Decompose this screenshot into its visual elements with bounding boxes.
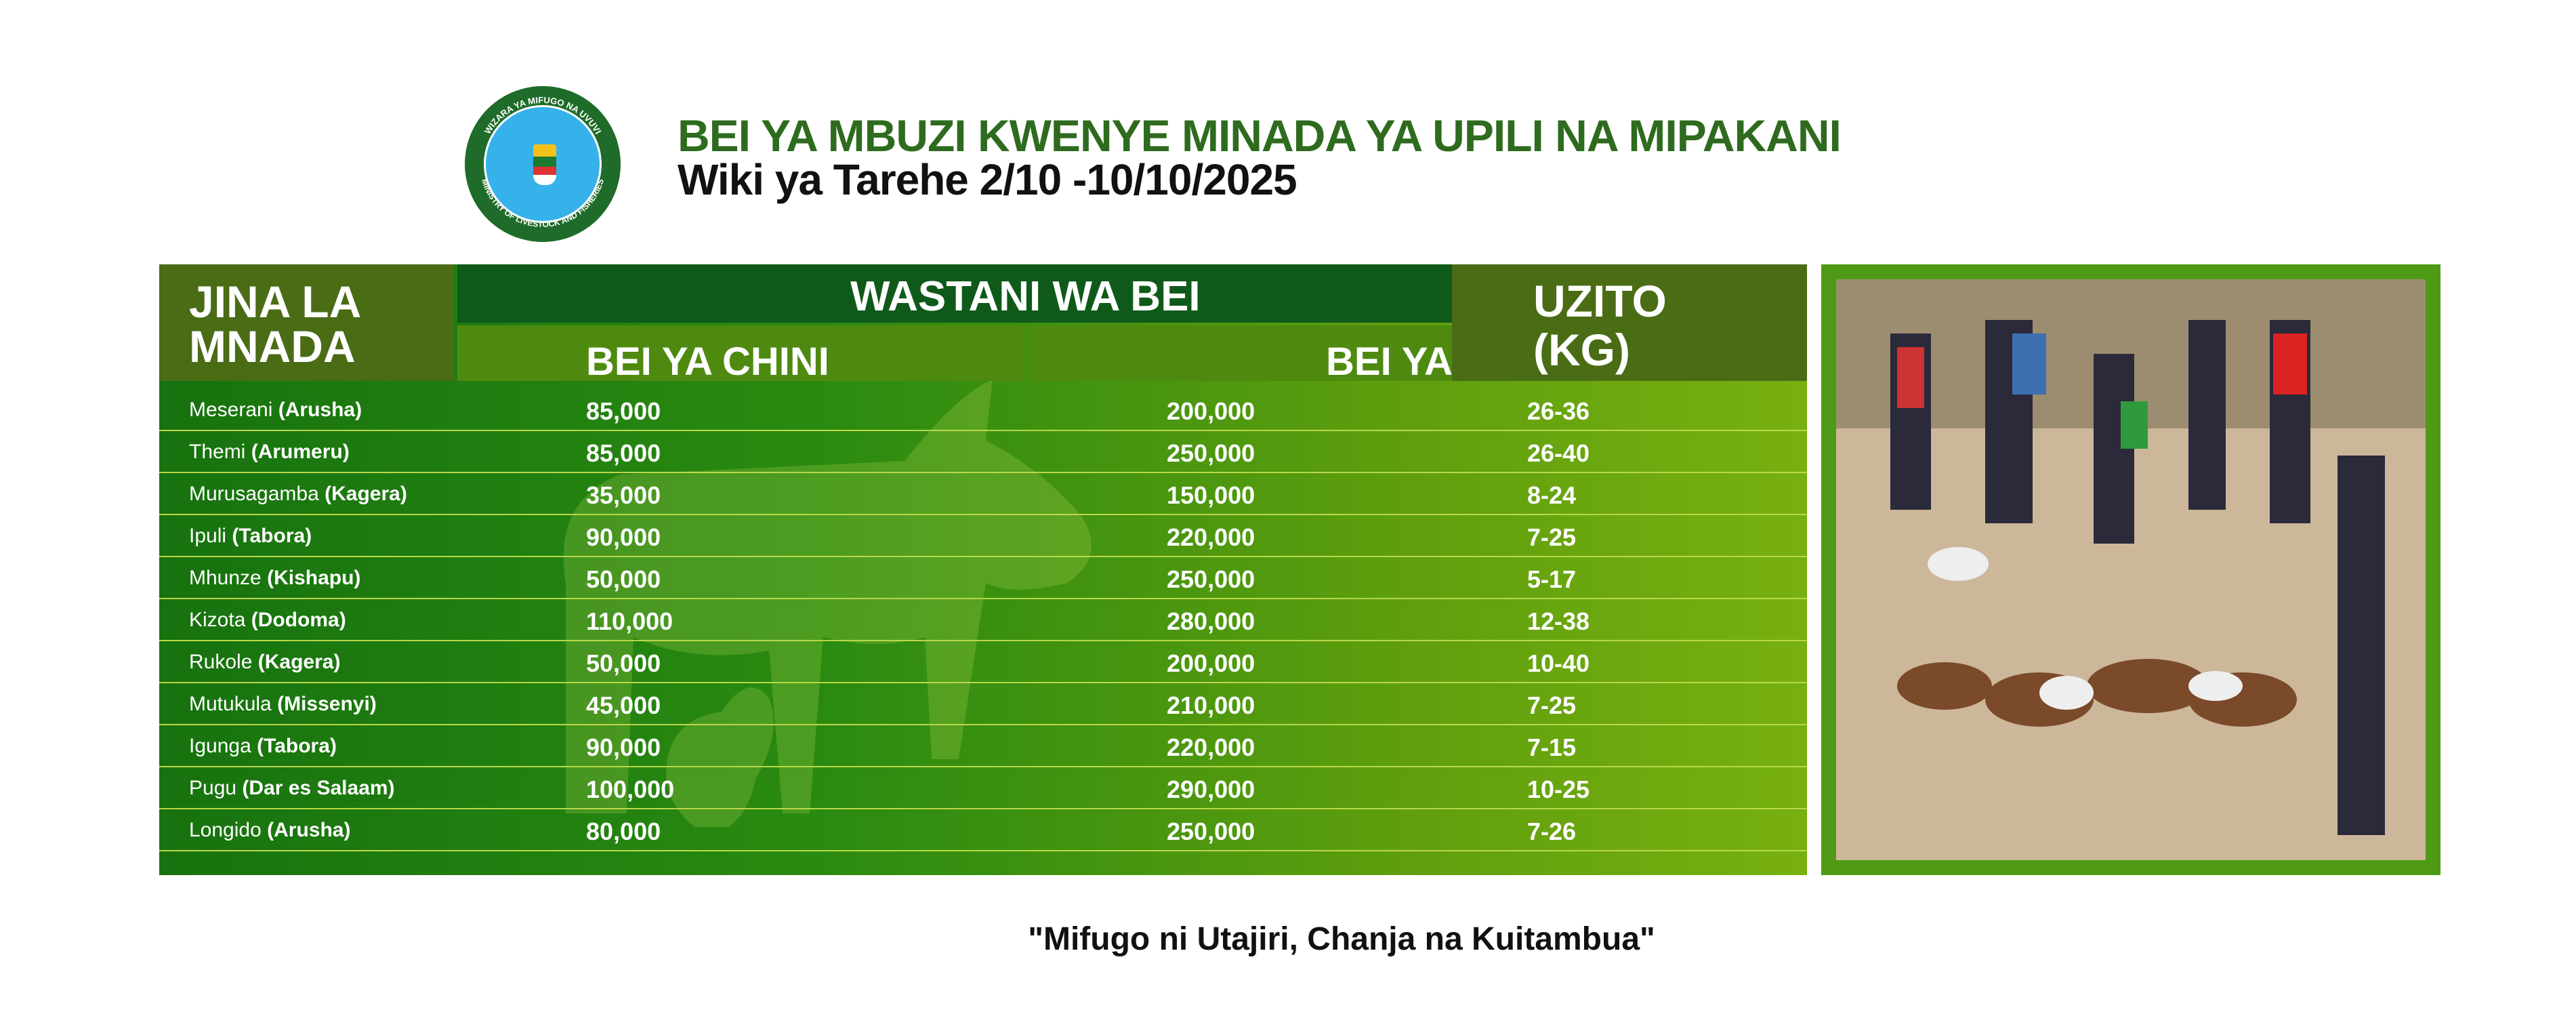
market-name: Themi (Arumeru) bbox=[189, 441, 350, 464]
table-row: Rukole (Kagera) 50,000 200,000 10-40 bbox=[159, 641, 1807, 683]
header-high-price: BEI YA JUU bbox=[1029, 325, 1541, 384]
price-table: JINA LA MNADA WASTANI WA BEI BEI YA CHINI… bbox=[159, 264, 1807, 875]
coat-of-arms-icon bbox=[533, 144, 556, 185]
page-title: BEI YA MBUZI KWENYE MINADA YA UPILI NA M… bbox=[678, 110, 1842, 161]
high-price: 150,000 bbox=[1167, 481, 1255, 509]
region: (Dodoma) bbox=[251, 609, 346, 631]
header-average-price-label: WASTANI WA BEI bbox=[850, 273, 1201, 320]
market-name: Longido (Arusha) bbox=[189, 819, 350, 842]
market-name: Igunga (Tabora) bbox=[189, 735, 337, 758]
high-price: 250,000 bbox=[1167, 439, 1255, 467]
market-name: Mutukula (Missenyi) bbox=[189, 693, 377, 716]
region: (Arusha) bbox=[278, 399, 362, 421]
goat-market-photo bbox=[1821, 264, 2440, 875]
region: (Dar es Salaam) bbox=[242, 777, 395, 799]
high-price: 250,000 bbox=[1167, 817, 1255, 845]
table-row: Mhunze (Kishapu) 50,000 250,000 5-17 bbox=[159, 557, 1807, 599]
weight-range: 7-25 bbox=[1527, 691, 1577, 719]
livestock-watermark-icon bbox=[563, 380, 1092, 827]
region: (Kishapu) bbox=[267, 567, 361, 589]
market: Murusagamba bbox=[189, 483, 319, 505]
market: Meserani bbox=[189, 399, 273, 421]
ministry-logo: WIZARA YA MIFUGO NA UVUVI MINISTRY OF LI… bbox=[465, 86, 621, 242]
logo-emblem bbox=[484, 105, 602, 223]
low-price: 90,000 bbox=[586, 733, 661, 761]
market-name: Kizota (Dodoma) bbox=[189, 609, 346, 632]
market-name: Rukole (Kagera) bbox=[189, 651, 340, 674]
region: (Kagera) bbox=[325, 483, 407, 505]
high-price: 220,000 bbox=[1167, 523, 1255, 551]
market-name: Meserani (Arusha) bbox=[189, 399, 362, 422]
table-row: Kizota (Dodoma) 110,000 280,000 12-38 bbox=[159, 599, 1807, 641]
region: (Arusha) bbox=[267, 819, 351, 841]
table-row: Igunga (Tabora) 90,000 220,000 7-15 bbox=[159, 725, 1807, 767]
market: Pugu bbox=[189, 777, 237, 799]
market: Igunga bbox=[189, 735, 251, 757]
low-price: 100,000 bbox=[586, 775, 675, 803]
table-row: Themi (Arumeru) 85,000 250,000 26-40 bbox=[159, 431, 1807, 473]
market: Longido bbox=[189, 819, 262, 841]
table-row: Murusagamba (Kagera) 35,000 150,000 8-24 bbox=[159, 473, 1807, 515]
region: (Tabora) bbox=[232, 525, 312, 547]
weight-range: 12-38 bbox=[1527, 607, 1590, 635]
weight-range: 8-24 bbox=[1527, 481, 1577, 509]
market: Ipuli bbox=[189, 525, 227, 547]
region: (Kagera) bbox=[257, 651, 341, 673]
market: Themi bbox=[189, 441, 246, 463]
weight-range: 26-36 bbox=[1527, 397, 1590, 425]
table-row: Pugu (Dar es Salaam) 100,000 290,000 10-25 bbox=[159, 767, 1807, 809]
low-price: 80,000 bbox=[586, 817, 661, 845]
table-row: Mutukula (Missenyi) 45,000 210,000 7-25 bbox=[159, 683, 1807, 725]
weight-range: 10-40 bbox=[1527, 649, 1590, 677]
region: (Tabora) bbox=[257, 735, 337, 757]
market: Mutukula bbox=[189, 693, 272, 715]
high-price: 280,000 bbox=[1167, 607, 1255, 635]
slogan: "Mifugo ni Utajiri, Chanja na Kuitambua" bbox=[1028, 921, 1655, 957]
low-price: 85,000 bbox=[586, 397, 661, 425]
table-row: Ipuli (Tabora) 90,000 220,000 7-25 bbox=[159, 515, 1807, 557]
market-name: Mhunze (Kishapu) bbox=[189, 567, 360, 590]
high-price: 290,000 bbox=[1167, 775, 1255, 803]
weight-range: 7-26 bbox=[1527, 817, 1577, 845]
region: (Missenyi) bbox=[277, 693, 377, 715]
weight-range: 10-25 bbox=[1527, 775, 1590, 803]
header-weight-line1: UZITO bbox=[1533, 276, 1667, 326]
weight-range: 5-17 bbox=[1527, 565, 1577, 593]
header-low-price: BEI YA CHINI bbox=[457, 325, 1025, 384]
high-price: 250,000 bbox=[1167, 565, 1255, 593]
weight-range: 26-40 bbox=[1527, 439, 1590, 467]
market-name: Murusagamba (Kagera) bbox=[189, 483, 407, 506]
low-price: 85,000 bbox=[586, 439, 661, 467]
market: Kizota bbox=[189, 609, 246, 631]
goats-at-market-image bbox=[1836, 279, 2426, 860]
table-row: Meserani (Arusha) 85,000 200,000 26-36 bbox=[159, 389, 1807, 431]
market: Rukole bbox=[189, 651, 253, 673]
low-price: 90,000 bbox=[586, 523, 661, 551]
high-price: 200,000 bbox=[1167, 649, 1255, 677]
table-row: Longido (Arusha) 80,000 250,000 7-26 bbox=[159, 809, 1807, 851]
market-name: Pugu (Dar es Salaam) bbox=[189, 777, 395, 800]
header-weight-line2: (KG) bbox=[1533, 325, 1630, 375]
high-price: 210,000 bbox=[1167, 691, 1255, 719]
low-price: 50,000 bbox=[586, 649, 661, 677]
low-price: 110,000 bbox=[586, 607, 673, 635]
low-price: 45,000 bbox=[586, 691, 661, 719]
low-price: 50,000 bbox=[586, 565, 661, 593]
header-market-line1: JINA LA bbox=[189, 277, 362, 327]
market: Mhunze bbox=[189, 567, 262, 589]
weight-range: 7-25 bbox=[1527, 523, 1577, 551]
weight-range: 7-15 bbox=[1527, 733, 1577, 761]
header-average-price: WASTANI WA BEI bbox=[457, 264, 1452, 323]
header-low-price-label: BEI YA CHINI bbox=[586, 340, 829, 384]
low-price: 35,000 bbox=[586, 481, 661, 509]
page-subtitle: Wiki ya Tarehe 2/10 -10/10/2025 bbox=[678, 155, 1297, 204]
high-price: 220,000 bbox=[1167, 733, 1255, 761]
header-market-line2: MNADA bbox=[189, 321, 356, 371]
header-market-name: JINA LA MNADA bbox=[159, 264, 454, 381]
market-name: Ipuli (Tabora) bbox=[189, 525, 312, 548]
header-weight: UZITO (KG) bbox=[1452, 264, 1807, 381]
high-price: 200,000 bbox=[1167, 397, 1255, 425]
region: (Arumeru) bbox=[251, 441, 350, 463]
